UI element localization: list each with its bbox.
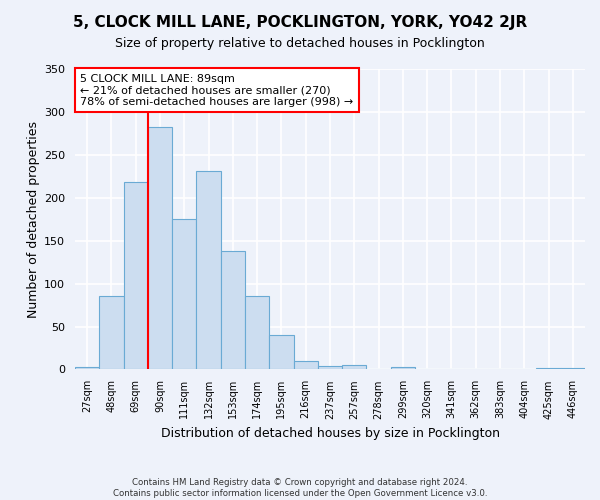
Text: Size of property relative to detached houses in Pocklington: Size of property relative to detached ho… (115, 38, 485, 51)
Bar (318, 366, 342, 370)
Bar (196, 171, 221, 370)
Bar (148, 126, 172, 370)
Bar (172, 219, 196, 370)
Text: Contains HM Land Registry data © Crown copyright and database right 2024.
Contai: Contains HM Land Registry data © Crown c… (113, 478, 487, 498)
Bar (245, 296, 269, 370)
Bar (99, 296, 124, 370)
Bar (269, 335, 293, 370)
Bar (536, 368, 561, 370)
Bar (488, 368, 512, 370)
Text: 5 CLOCK MILL LANE: 89sqm
← 21% of detached houses are smaller (270)
78% of semi-: 5 CLOCK MILL LANE: 89sqm ← 21% of detach… (80, 74, 353, 106)
Bar (221, 251, 245, 370)
X-axis label: Distribution of detached houses by size in Pocklington: Distribution of detached houses by size … (161, 427, 500, 440)
Y-axis label: Number of detached properties: Number of detached properties (27, 120, 40, 318)
Bar (124, 182, 148, 370)
Bar (75, 367, 99, 370)
Bar (391, 367, 415, 370)
Bar (293, 361, 318, 370)
Bar (342, 365, 367, 370)
Bar (561, 368, 585, 370)
Text: 5, CLOCK MILL LANE, POCKLINGTON, YORK, YO42 2JR: 5, CLOCK MILL LANE, POCKLINGTON, YORK, Y… (73, 15, 527, 30)
